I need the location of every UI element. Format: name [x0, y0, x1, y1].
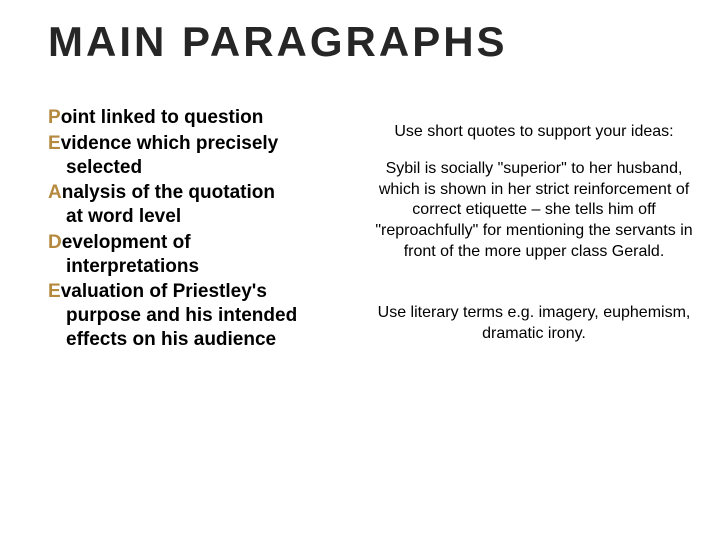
pead-cont: purpose and his intended effects on his … [48, 304, 358, 352]
pead-text: evelopment of [62, 232, 191, 253]
pead-evidence: Evidence which precisely selected [48, 132, 358, 180]
example-text: Sybil is socially "superior" to her husb… [374, 159, 694, 263]
pead-cont: interpretations [48, 255, 358, 279]
lead-letter: E [48, 281, 61, 302]
pead-cont: selected [48, 156, 358, 180]
pead-analysis: Analysis of the quotation at word level [48, 181, 358, 229]
pead-development: Development of interpretations [48, 231, 358, 279]
lead-letter: A [48, 182, 62, 203]
lead-letter: D [48, 232, 62, 253]
lead-letter: E [48, 133, 61, 154]
lead-letter: P [48, 107, 61, 128]
left-column: Point linked to question Evidence which … [48, 106, 358, 354]
content-area: Point linked to question Evidence which … [48, 106, 680, 354]
pead-text: nalysis of the quotation [62, 182, 275, 203]
slide-container: MAIN PARAGRAPHS Point linked to question… [0, 0, 720, 540]
pead-text: oint linked to question [61, 107, 264, 128]
slide-title: MAIN PARAGRAPHS [48, 18, 680, 66]
tip-quotes-heading: Use short quotes to support your ideas: [374, 122, 694, 143]
pead-text: vidence which precisely [61, 133, 279, 154]
tip-literary-terms: Use literary terms e.g. imagery, euphemi… [374, 303, 694, 345]
right-column: Use short quotes to support your ideas: … [374, 122, 694, 344]
pead-point: Point linked to question [48, 106, 358, 130]
pead-text: valuation of Priestley's [61, 281, 267, 302]
pead-cont: at word level [48, 205, 358, 229]
pead-evaluation: Evaluation of Priestley's purpose and hi… [48, 280, 358, 351]
